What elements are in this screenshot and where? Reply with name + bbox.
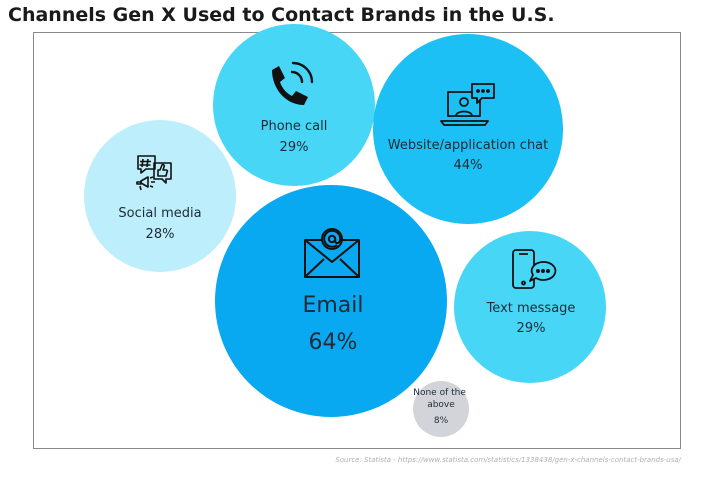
bubble-email: Email 64% [215, 185, 447, 417]
bubble-label: Website/application chat [388, 138, 549, 153]
bubble-circle [454, 231, 606, 383]
bubble-label-line: above [427, 400, 455, 410]
bubble-label: None of the above [413, 388, 469, 410]
bubble-circle [373, 34, 563, 224]
bubble-label: Social media [118, 206, 201, 221]
bubble-label: Phone call [261, 119, 328, 134]
smartphone-chat-icon [512, 249, 557, 289]
bubble-circle [84, 120, 236, 272]
social-media-icon [136, 155, 172, 191]
bubble-label: Email [302, 293, 363, 318]
bubble-social-media: Social media 28% [84, 120, 236, 272]
bubble-value: 8% [434, 416, 449, 426]
chart-title: Channels Gen X Used to Contact Brands in… [8, 4, 555, 26]
bubble-circle [213, 24, 375, 186]
bubble-circle [215, 185, 447, 417]
bubble-phone-call: Phone call 29% [213, 24, 375, 186]
bubble-none-of-the-above: None of the above 8% [413, 381, 469, 437]
bubble-value: 28% [146, 227, 175, 242]
bubble-label: Text message [486, 301, 576, 316]
bubble-website-chat: Website/application chat 44% [373, 34, 563, 224]
source-note: Source: Statista - https://www.statista.… [335, 456, 681, 464]
bubble-circle [413, 381, 469, 437]
bubble-value: 29% [517, 321, 546, 336]
bubble-value: 29% [280, 140, 309, 155]
bubble-value: 44% [454, 158, 483, 173]
bubble-value: 64% [309, 330, 358, 355]
laptop-chat-icon [440, 83, 495, 126]
bubble-text-message: Text message 29% [454, 231, 606, 383]
bubble-label-line: None of the [413, 388, 466, 398]
phone-icon [272, 61, 314, 105]
email-icon [304, 228, 360, 278]
